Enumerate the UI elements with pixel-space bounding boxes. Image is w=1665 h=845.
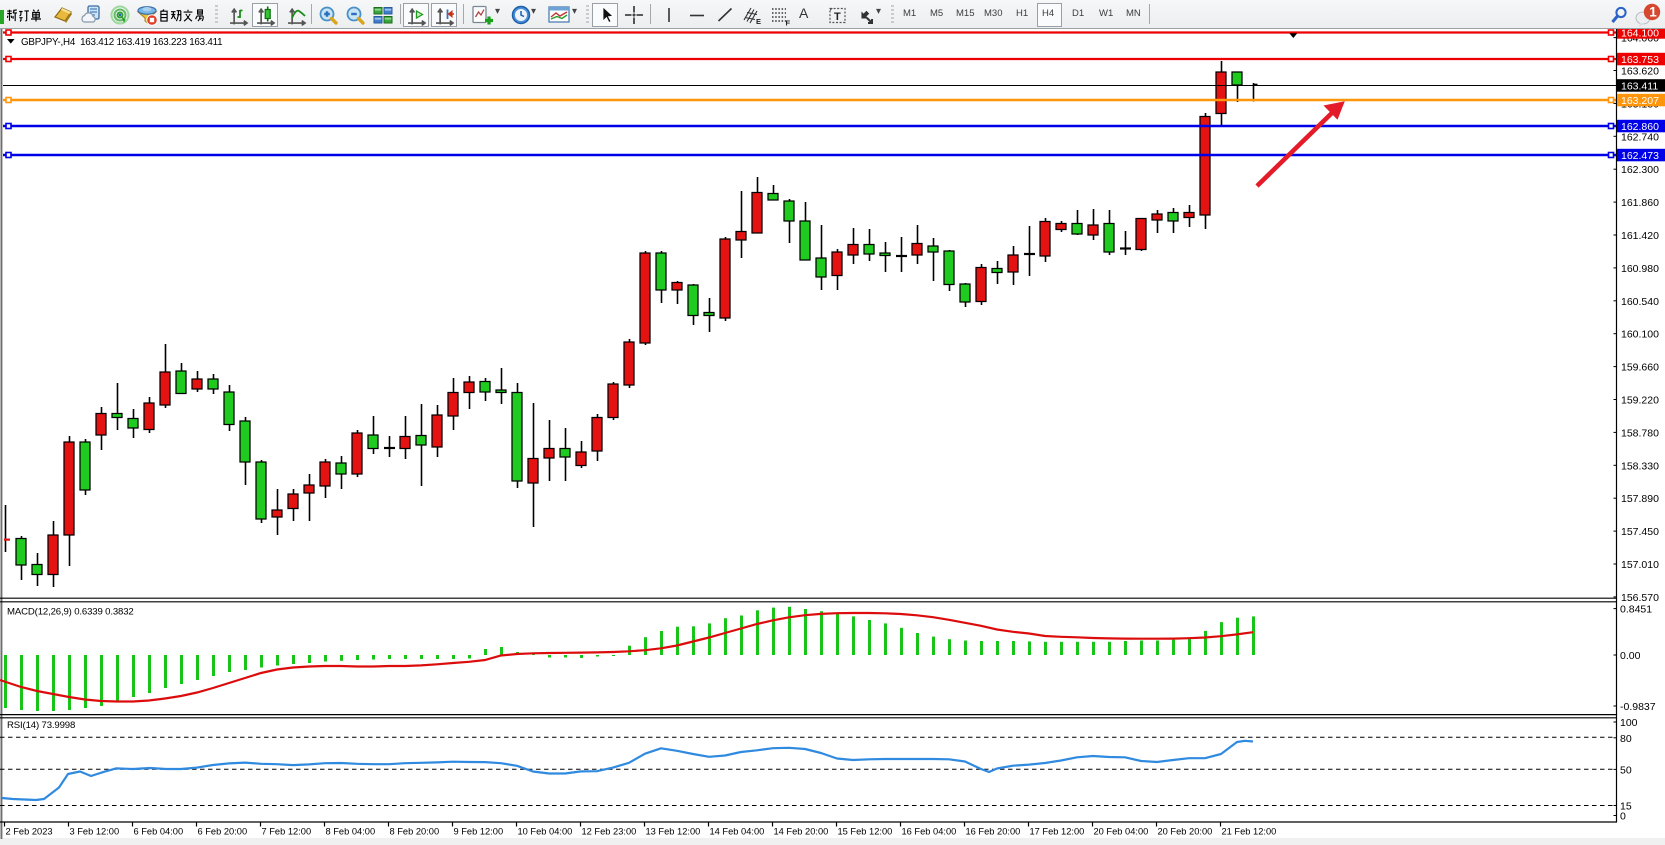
svg-text:1: 1 [1649, 5, 1657, 20]
svg-text:162.300: 162.300 [1621, 164, 1659, 176]
svg-text:80: 80 [1620, 733, 1632, 745]
svg-text:163.620: 163.620 [1621, 66, 1659, 78]
svg-text:21 Feb 12:00: 21 Feb 12:00 [1222, 827, 1277, 837]
svg-text:7 Feb 12:00: 7 Feb 12:00 [262, 827, 312, 837]
svg-text:157.890: 157.890 [1621, 493, 1659, 505]
svg-text:13 Feb 12:00: 13 Feb 12:00 [646, 827, 701, 837]
svg-text:163.411: 163.411 [1621, 81, 1658, 93]
svg-text:158.330: 158.330 [1621, 460, 1659, 472]
svg-text:RSI(14) 73.9998: RSI(14) 73.9998 [7, 720, 75, 731]
svg-text:3 Feb 12:00: 3 Feb 12:00 [70, 827, 120, 837]
svg-text:10 Feb 04:00: 10 Feb 04:00 [518, 827, 573, 837]
svg-text:160.980: 160.980 [1621, 263, 1659, 275]
svg-text:163.753: 163.753 [1621, 54, 1659, 66]
svg-text:161.420: 161.420 [1621, 230, 1659, 242]
svg-text:162.860: 162.860 [1621, 121, 1659, 133]
svg-text:157.010: 157.010 [1621, 559, 1659, 571]
svg-text:158.780: 158.780 [1621, 427, 1659, 439]
svg-text:161.860: 161.860 [1621, 197, 1659, 209]
svg-text:156.570: 156.570 [1621, 592, 1659, 604]
svg-text:MACD(12,26,9) 0.6339 0.3832: MACD(12,26,9) 0.6339 0.3832 [7, 607, 134, 618]
svg-text:GBPJPY-,H4 163.412 163.419 16: GBPJPY-,H4 163.412 163.419 163.223 163.4… [21, 37, 222, 48]
svg-text:16 Feb 20:00: 16 Feb 20:00 [966, 827, 1021, 837]
svg-text:15 Feb 12:00: 15 Feb 12:00 [838, 827, 893, 837]
svg-text:14 Feb 20:00: 14 Feb 20:00 [774, 827, 829, 837]
svg-text:50: 50 [1620, 764, 1632, 776]
svg-text:2 Feb 2023: 2 Feb 2023 [6, 827, 53, 837]
svg-text:0: 0 [1620, 811, 1626, 823]
svg-text:157.450: 157.450 [1621, 526, 1659, 538]
svg-text:162.740: 162.740 [1621, 131, 1659, 143]
svg-text:9 Feb 12:00: 9 Feb 12:00 [454, 827, 504, 837]
svg-text:-0.9837: -0.9837 [1620, 701, 1656, 713]
svg-text:159.660: 159.660 [1621, 362, 1659, 374]
svg-text:14 Feb 04:00: 14 Feb 04:00 [710, 827, 765, 837]
svg-text:17 Feb 12:00: 17 Feb 12:00 [1030, 827, 1085, 837]
svg-text:159.220: 159.220 [1621, 395, 1659, 407]
svg-text:8 Feb 04:00: 8 Feb 04:00 [326, 827, 376, 837]
svg-text:20 Feb 20:00: 20 Feb 20:00 [1158, 827, 1213, 837]
svg-text:16 Feb 04:00: 16 Feb 04:00 [902, 827, 957, 837]
svg-text:F: F [786, 19, 791, 28]
svg-text:160.100: 160.100 [1621, 329, 1659, 341]
svg-text:6 Feb 04:00: 6 Feb 04:00 [134, 827, 184, 837]
svg-text:T: T [834, 11, 841, 23]
svg-text:163.207: 163.207 [1621, 95, 1659, 107]
svg-text:162.473: 162.473 [1621, 150, 1659, 162]
svg-text:12 Feb 23:00: 12 Feb 23:00 [582, 827, 637, 837]
svg-text:6 Feb 20:00: 6 Feb 20:00 [198, 827, 248, 837]
svg-text:15: 15 [1620, 801, 1632, 813]
svg-text:0.00: 0.00 [1620, 650, 1641, 662]
svg-text:164.100: 164.100 [1621, 29, 1659, 40]
svg-text:8 Feb 20:00: 8 Feb 20:00 [390, 827, 440, 837]
svg-text:E: E [756, 17, 761, 26]
svg-text:20 Feb 04:00: 20 Feb 04:00 [1094, 827, 1149, 837]
svg-text:100: 100 [1620, 717, 1638, 729]
svg-text:0.8451: 0.8451 [1620, 604, 1652, 616]
svg-text:160.540: 160.540 [1621, 296, 1659, 308]
